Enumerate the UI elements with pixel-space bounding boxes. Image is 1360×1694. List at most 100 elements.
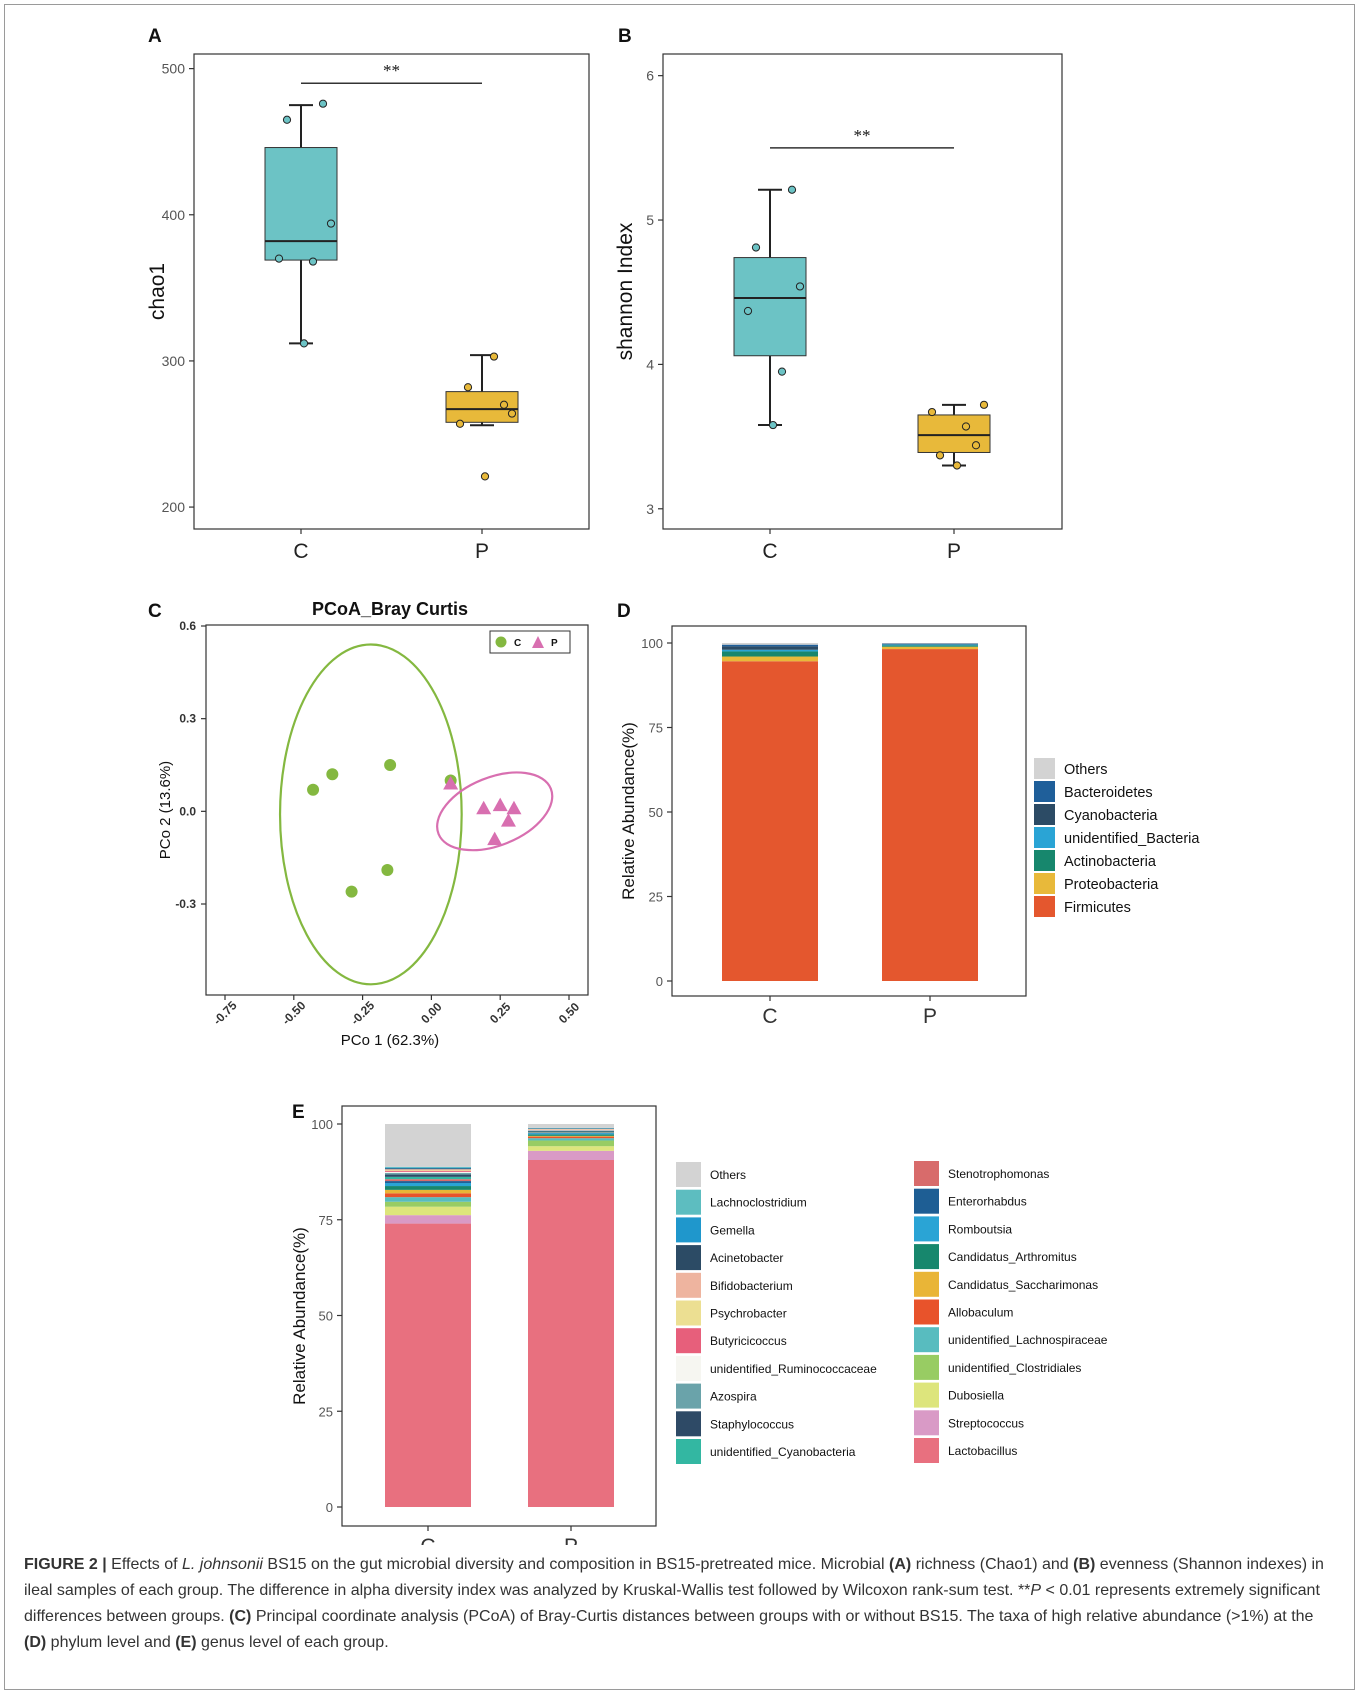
data-point	[768, 420, 778, 430]
data-point	[777, 367, 787, 376]
legend-swatch	[914, 1410, 939, 1436]
bar-segment	[385, 1171, 471, 1174]
data-point	[476, 800, 492, 815]
y-axis-label: Relative Abundance(%)	[619, 722, 638, 900]
caption-text: Effects of	[106, 1556, 183, 1573]
data-point	[927, 407, 937, 417]
legend-swatch	[914, 1382, 939, 1408]
legend-swatch	[914, 1244, 939, 1270]
data-point	[751, 243, 761, 252]
bar-segment	[528, 1146, 614, 1151]
legend-swatch	[676, 1411, 701, 1437]
bar-segment	[528, 1130, 614, 1132]
legend-swatch	[1034, 896, 1055, 917]
legend-swatch	[1034, 781, 1055, 802]
legend-label: Stenotrophomonas	[948, 1167, 1049, 1181]
data-point	[506, 800, 522, 815]
legend-swatch	[676, 1217, 701, 1243]
legend-label: Psychrobacter	[710, 1307, 787, 1321]
caption-key: (D)	[24, 1634, 47, 1651]
y-tick-label: 0	[656, 974, 663, 989]
legend-label: unidentified_Clostridiales	[948, 1361, 1081, 1375]
legend-label: Azospira	[710, 1390, 757, 1404]
legend-swatch	[914, 1188, 939, 1214]
box	[264, 147, 338, 261]
y-tick-label: 0.3	[179, 712, 196, 726]
legend-swatch	[914, 1438, 939, 1463]
bar-segment	[385, 1181, 471, 1183]
data-point	[971, 441, 981, 450]
legend-swatch	[914, 1299, 939, 1325]
bar-segment	[528, 1138, 614, 1141]
panel-letter: D	[617, 601, 631, 622]
legend-label: Bifidobacterium	[710, 1279, 793, 1293]
legend-label: Others	[710, 1168, 746, 1182]
bar-segment	[385, 1215, 471, 1224]
bar-segment	[385, 1189, 471, 1194]
y-tick-label: 500	[162, 61, 186, 77]
significance-label: **	[854, 126, 871, 145]
data-point	[318, 99, 328, 108]
y-tick-label: 0.0	[179, 804, 196, 818]
legend-label: Others	[1064, 762, 1108, 778]
bar-segment	[528, 1140, 614, 1147]
legend-swatch	[676, 1439, 701, 1464]
legend-swatch	[676, 1189, 701, 1215]
caption-key: (C)	[229, 1608, 252, 1625]
x-tick-label: C	[762, 1005, 777, 1028]
x-axis-label: PCo 1 (62.3%)	[341, 1032, 439, 1049]
bar-segment	[722, 643, 818, 645]
data-point	[282, 115, 292, 124]
legend-swatch	[914, 1216, 939, 1242]
legend-label: Lachnoclostridium	[710, 1196, 807, 1210]
y-tick-label: 3	[646, 501, 654, 517]
bar-segment	[882, 649, 978, 981]
data-point	[345, 885, 358, 898]
bar-segment	[528, 1133, 614, 1135]
y-tick-label: -0.3	[175, 897, 196, 911]
bar-segment	[385, 1167, 471, 1169]
caption-text: < 0.01 represents extremely significant …	[24, 1582, 1320, 1625]
legend-swatch	[1034, 804, 1055, 825]
box	[733, 257, 807, 357]
legend-label: Romboutsia	[948, 1222, 1012, 1236]
caption-key: (B)	[1073, 1556, 1096, 1573]
bar-segment	[385, 1166, 471, 1168]
bar-segment	[528, 1134, 614, 1136]
bar-segment	[722, 661, 818, 981]
legend-swatch	[1034, 758, 1055, 779]
legend-swatch	[914, 1354, 939, 1380]
legend-swatch	[676, 1355, 701, 1381]
y-tick-label: 100	[311, 1117, 333, 1132]
bar-segment	[528, 1135, 614, 1137]
legend-swatch	[1034, 873, 1055, 894]
x-tick-label: P	[564, 1535, 578, 1545]
data-point	[935, 451, 945, 460]
legend-swatch	[676, 1300, 701, 1326]
bar-segment	[385, 1170, 471, 1172]
plot-frame	[205, 624, 589, 996]
legend-swatch	[914, 1161, 939, 1186]
bar-segment	[385, 1223, 471, 1507]
y-tick-label: 200	[162, 499, 186, 515]
caption-text: phylum level and	[46, 1634, 176, 1651]
chart-title: PCoA_Bray Curtis	[312, 599, 468, 619]
plot-frame	[671, 625, 1027, 997]
bar-segment	[528, 1124, 614, 1128]
data-point	[500, 813, 516, 827]
y-tick-label: 5	[646, 212, 654, 228]
bar-segment	[385, 1124, 471, 1167]
data-point	[480, 472, 490, 481]
data-point	[443, 776, 459, 790]
data-point	[381, 864, 394, 877]
caption-key: (E)	[175, 1634, 197, 1651]
caption-text: genus level of each group.	[196, 1634, 389, 1651]
y-tick-label: 75	[649, 721, 663, 736]
data-point	[952, 461, 962, 470]
legend-label: unidentified_Cyanobacteria	[710, 1445, 856, 1459]
y-tick-label: 25	[649, 890, 663, 905]
x-tick-label: P	[947, 540, 961, 563]
bar-segment	[722, 644, 818, 647]
data-point	[274, 254, 284, 263]
bar-segment	[385, 1174, 471, 1177]
